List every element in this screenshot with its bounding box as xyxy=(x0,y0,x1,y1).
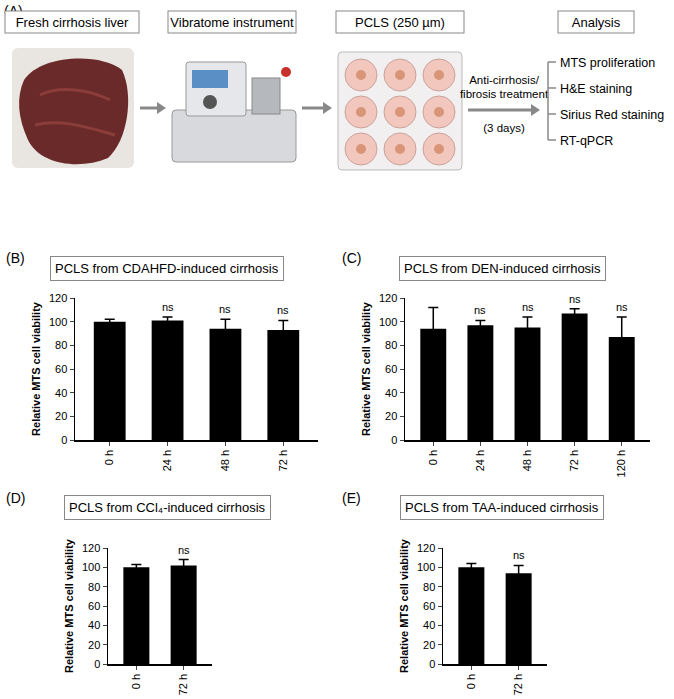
svg-text:20: 20 xyxy=(385,410,397,422)
svg-text:ns: ns xyxy=(522,301,534,313)
svg-text:60: 60 xyxy=(423,600,435,612)
svg-text:72 h: 72 h xyxy=(277,450,289,471)
svg-text:Relative MTS cell viability: Relative MTS cell viability xyxy=(63,538,75,673)
svg-text:40: 40 xyxy=(55,387,67,399)
svg-text:0: 0 xyxy=(94,658,100,670)
svg-text:20: 20 xyxy=(88,639,100,651)
svg-text:60: 60 xyxy=(88,600,100,612)
svg-text:100: 100 xyxy=(82,561,100,573)
svg-text:ns: ns xyxy=(178,544,190,556)
svg-text:40: 40 xyxy=(88,619,100,631)
svg-text:(3 days): (3 days) xyxy=(483,122,525,134)
svg-text:120: 120 xyxy=(49,292,67,304)
svg-text:100: 100 xyxy=(49,316,67,328)
svg-text:(C): (C) xyxy=(342,250,361,266)
svg-text:48 h: 48 h xyxy=(521,450,533,471)
svg-text:0: 0 xyxy=(61,434,67,446)
svg-text:72 h: 72 h xyxy=(568,450,580,471)
svg-text:0 h: 0 h xyxy=(427,450,439,465)
svg-text:24 h: 24 h xyxy=(161,450,173,471)
svg-text:ns: ns xyxy=(616,301,628,313)
svg-text:(B): (B) xyxy=(6,250,25,266)
svg-text:40: 40 xyxy=(423,619,435,631)
svg-text:48 h: 48 h xyxy=(219,450,231,471)
svg-text:Vibratome instrument: Vibratome instrument xyxy=(170,15,294,30)
svg-text:72 h: 72 h xyxy=(512,674,524,695)
svg-text:20: 20 xyxy=(55,410,67,422)
svg-text:(A): (A) xyxy=(4,3,23,19)
svg-text:RT-qPCR: RT-qPCR xyxy=(560,134,613,148)
svg-text:ns: ns xyxy=(569,293,581,305)
svg-text:120: 120 xyxy=(82,542,100,554)
svg-text:80: 80 xyxy=(385,339,397,351)
svg-text:PCLS from DEN-induced cirrhosi: PCLS from DEN-induced cirrhosis xyxy=(404,261,601,276)
svg-text:0 h: 0 h xyxy=(130,674,142,689)
svg-text:PCLS from TAA-induced cirrhosi: PCLS from TAA-induced cirrhosis xyxy=(405,500,599,515)
svg-text:(E): (E) xyxy=(342,490,361,506)
svg-text:80: 80 xyxy=(88,581,100,593)
svg-text:80: 80 xyxy=(423,581,435,593)
svg-text:100: 100 xyxy=(417,561,435,573)
svg-text:72 h: 72 h xyxy=(177,674,189,695)
svg-text:H&E staining: H&E staining xyxy=(560,82,632,96)
svg-text:ns: ns xyxy=(277,304,289,316)
svg-text:120 h: 120 h xyxy=(615,450,627,478)
svg-text:MTS proliferation: MTS proliferation xyxy=(560,56,655,70)
svg-text:20: 20 xyxy=(423,639,435,651)
svg-text:(D): (D) xyxy=(6,490,25,506)
svg-text:0: 0 xyxy=(391,434,397,446)
svg-text:0 h: 0 h xyxy=(465,674,477,689)
svg-text:40: 40 xyxy=(385,387,397,399)
svg-text:Relative MTS cell viability: Relative MTS cell viability xyxy=(360,301,372,436)
svg-text:24 h: 24 h xyxy=(474,450,486,471)
svg-text:Relative MTS cell viability: Relative MTS cell viability xyxy=(30,301,42,436)
svg-text:Sirius Red staining: Sirius Red staining xyxy=(560,108,664,122)
svg-text:0: 0 xyxy=(429,658,435,670)
svg-text:Fresh cirrhosis liver: Fresh cirrhosis liver xyxy=(16,15,129,30)
svg-text:100: 100 xyxy=(379,316,397,328)
svg-text:Anti-cirrhosis/: Anti-cirrhosis/ xyxy=(469,74,539,86)
svg-text:ns: ns xyxy=(513,549,525,561)
svg-text:80: 80 xyxy=(55,339,67,351)
svg-text:PCLS from CCl₄-induced cirrhos: PCLS from CCl₄-induced cirrhosis xyxy=(69,500,266,515)
svg-text:120: 120 xyxy=(417,542,435,554)
svg-text:ns: ns xyxy=(474,304,486,316)
svg-text:PCLS from CDAHFD-induced cirrh: PCLS from CDAHFD-induced cirrhosis xyxy=(55,261,279,276)
svg-text:ns: ns xyxy=(219,303,231,315)
svg-text:ns: ns xyxy=(162,301,174,313)
svg-text:fibrosis treatment: fibrosis treatment xyxy=(460,88,549,100)
svg-text:Analysis: Analysis xyxy=(572,15,621,30)
svg-text:0 h: 0 h xyxy=(103,450,115,465)
svg-text:Relative MTS cell viability: Relative MTS cell viability xyxy=(398,538,410,673)
svg-text:60: 60 xyxy=(55,363,67,375)
svg-text:60: 60 xyxy=(385,363,397,375)
svg-text:120: 120 xyxy=(379,292,397,304)
svg-text:PCLS (250 µm): PCLS (250 µm) xyxy=(355,15,445,30)
